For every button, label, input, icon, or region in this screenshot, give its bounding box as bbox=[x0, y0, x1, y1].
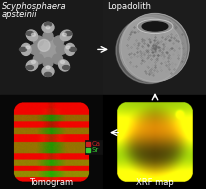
Text: apsteinii: apsteinii bbox=[2, 10, 37, 19]
Bar bbox=[85, 142, 90, 146]
Circle shape bbox=[115, 18, 181, 84]
Ellipse shape bbox=[31, 60, 35, 64]
Text: Ca: Ca bbox=[91, 141, 100, 147]
Bar bbox=[0, 95, 103, 189]
Text: XRF map: XRF map bbox=[136, 178, 173, 187]
Circle shape bbox=[38, 39, 50, 51]
Text: Lopadolith: Lopadolith bbox=[107, 2, 150, 11]
Ellipse shape bbox=[26, 66, 33, 70]
Circle shape bbox=[43, 58, 53, 68]
Circle shape bbox=[52, 54, 62, 64]
Ellipse shape bbox=[44, 72, 51, 76]
Bar bbox=[103, 95, 206, 189]
Ellipse shape bbox=[19, 47, 26, 51]
Bar bbox=[0, 0, 103, 95]
Ellipse shape bbox=[142, 22, 167, 31]
Ellipse shape bbox=[26, 31, 33, 35]
Text: Tomogram: Tomogram bbox=[29, 178, 73, 187]
Ellipse shape bbox=[26, 30, 37, 41]
Text: Sr: Sr bbox=[91, 147, 98, 153]
Circle shape bbox=[30, 44, 40, 54]
Circle shape bbox=[33, 36, 43, 46]
Ellipse shape bbox=[31, 33, 35, 36]
Ellipse shape bbox=[64, 32, 71, 36]
Bar bbox=[85, 148, 90, 152]
Ellipse shape bbox=[58, 60, 69, 71]
Ellipse shape bbox=[60, 60, 64, 64]
Ellipse shape bbox=[65, 43, 75, 55]
Ellipse shape bbox=[26, 60, 37, 71]
Ellipse shape bbox=[137, 19, 172, 34]
Ellipse shape bbox=[60, 30, 71, 41]
Bar bbox=[103, 0, 206, 95]
Ellipse shape bbox=[62, 66, 69, 70]
Circle shape bbox=[56, 44, 66, 54]
Text: Scyphosphaera: Scyphosphaera bbox=[2, 2, 66, 11]
Ellipse shape bbox=[42, 22, 54, 32]
Ellipse shape bbox=[42, 66, 54, 76]
Circle shape bbox=[33, 54, 43, 64]
Circle shape bbox=[54, 36, 63, 46]
Ellipse shape bbox=[26, 46, 30, 49]
Ellipse shape bbox=[44, 22, 51, 26]
Ellipse shape bbox=[46, 26, 50, 29]
Circle shape bbox=[121, 13, 188, 81]
Bar bbox=[85, 140, 102, 154]
Ellipse shape bbox=[21, 43, 31, 55]
Ellipse shape bbox=[62, 33, 66, 36]
Circle shape bbox=[43, 31, 53, 41]
Ellipse shape bbox=[69, 47, 76, 51]
Ellipse shape bbox=[66, 46, 70, 49]
Circle shape bbox=[119, 15, 186, 82]
Ellipse shape bbox=[46, 66, 50, 69]
Circle shape bbox=[35, 36, 61, 62]
